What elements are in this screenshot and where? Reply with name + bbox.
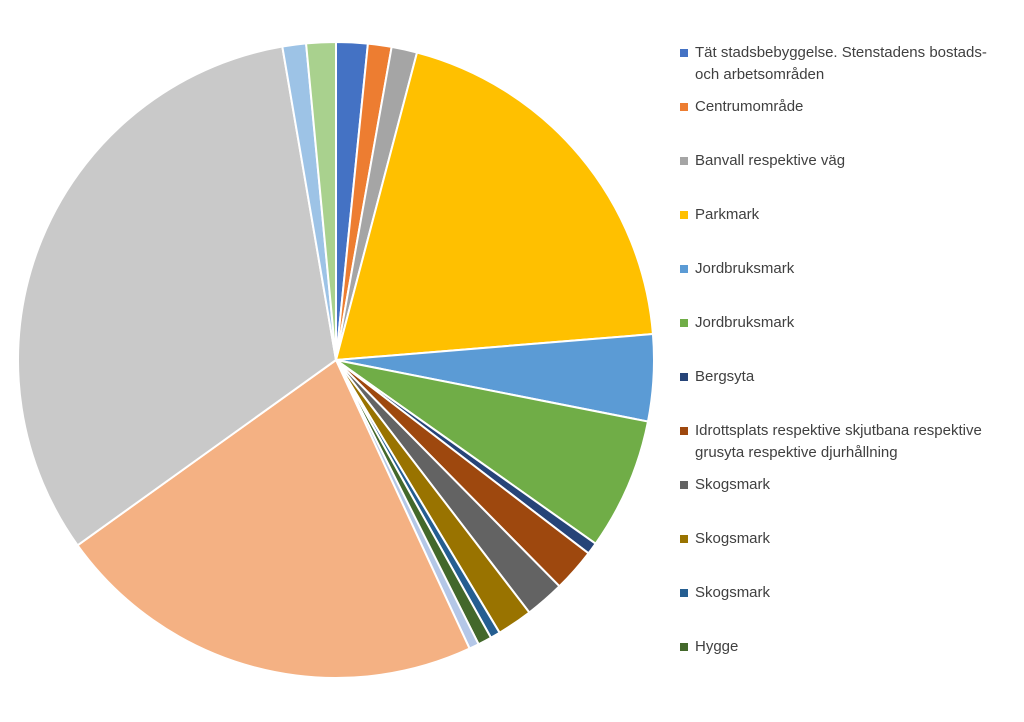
legend-item: Hygge (680, 636, 1010, 658)
legend-item: Skogsmark (680, 582, 1010, 604)
legend-swatch (680, 157, 688, 165)
legend-swatch (680, 373, 688, 381)
legend-swatch (680, 589, 688, 597)
legend-swatch (680, 535, 688, 543)
legend-swatch (680, 643, 688, 651)
legend-label: Parkmark (695, 206, 760, 223)
legend-item: Centrumområde (680, 96, 1010, 118)
legend-label: Skogsmark (695, 476, 771, 493)
legend-label: Skogsmark (695, 530, 771, 547)
legend-label: Bergsyta (695, 368, 755, 385)
legend-label: Skogsmark (695, 584, 771, 601)
legend-item: Jordbruksmark (680, 258, 1010, 280)
legend-label: Idrottsplats respektive skjutbana respek… (695, 422, 982, 461)
legend-label: Jordbruksmark (695, 314, 795, 331)
pie-slice (335, 359, 650, 546)
legend-swatch (680, 427, 688, 435)
legend-item: Skogsmark (680, 528, 1010, 550)
legend-label: Jordbruksmark (695, 260, 795, 277)
pie-slice (304, 40, 337, 361)
pie-slice (334, 51, 655, 362)
legend-swatch (680, 49, 688, 57)
pie-slice (76, 358, 471, 679)
legend-item: Bergsyta (680, 366, 1010, 388)
legend-label: Banvall respektive väg (695, 152, 846, 169)
legend-swatch (680, 103, 688, 111)
legend-item: Tät stadsbebyggelse. Stenstadens bostads… (680, 42, 1010, 86)
pie-chart (17, 40, 655, 679)
legend-swatch (680, 481, 688, 489)
legend-label: Centrumområde (695, 98, 804, 115)
legend-label: Tät stadsbebyggelse. Stenstadens bostads… (695, 44, 987, 83)
legend-item: Idrottsplats respektive skjutbana respek… (680, 420, 1010, 464)
pie-slice (17, 45, 338, 547)
legend-swatch (680, 319, 688, 327)
legend-item: Banvall respektive väg (680, 150, 1010, 172)
legend-label: Hygge (695, 638, 739, 655)
legend-swatch (680, 265, 688, 273)
legend-item: Parkmark (680, 204, 1010, 226)
legend-swatch (680, 211, 688, 219)
legend-item: Skogsmark (680, 474, 1010, 496)
legend-item: Jordbruksmark (680, 312, 1010, 334)
